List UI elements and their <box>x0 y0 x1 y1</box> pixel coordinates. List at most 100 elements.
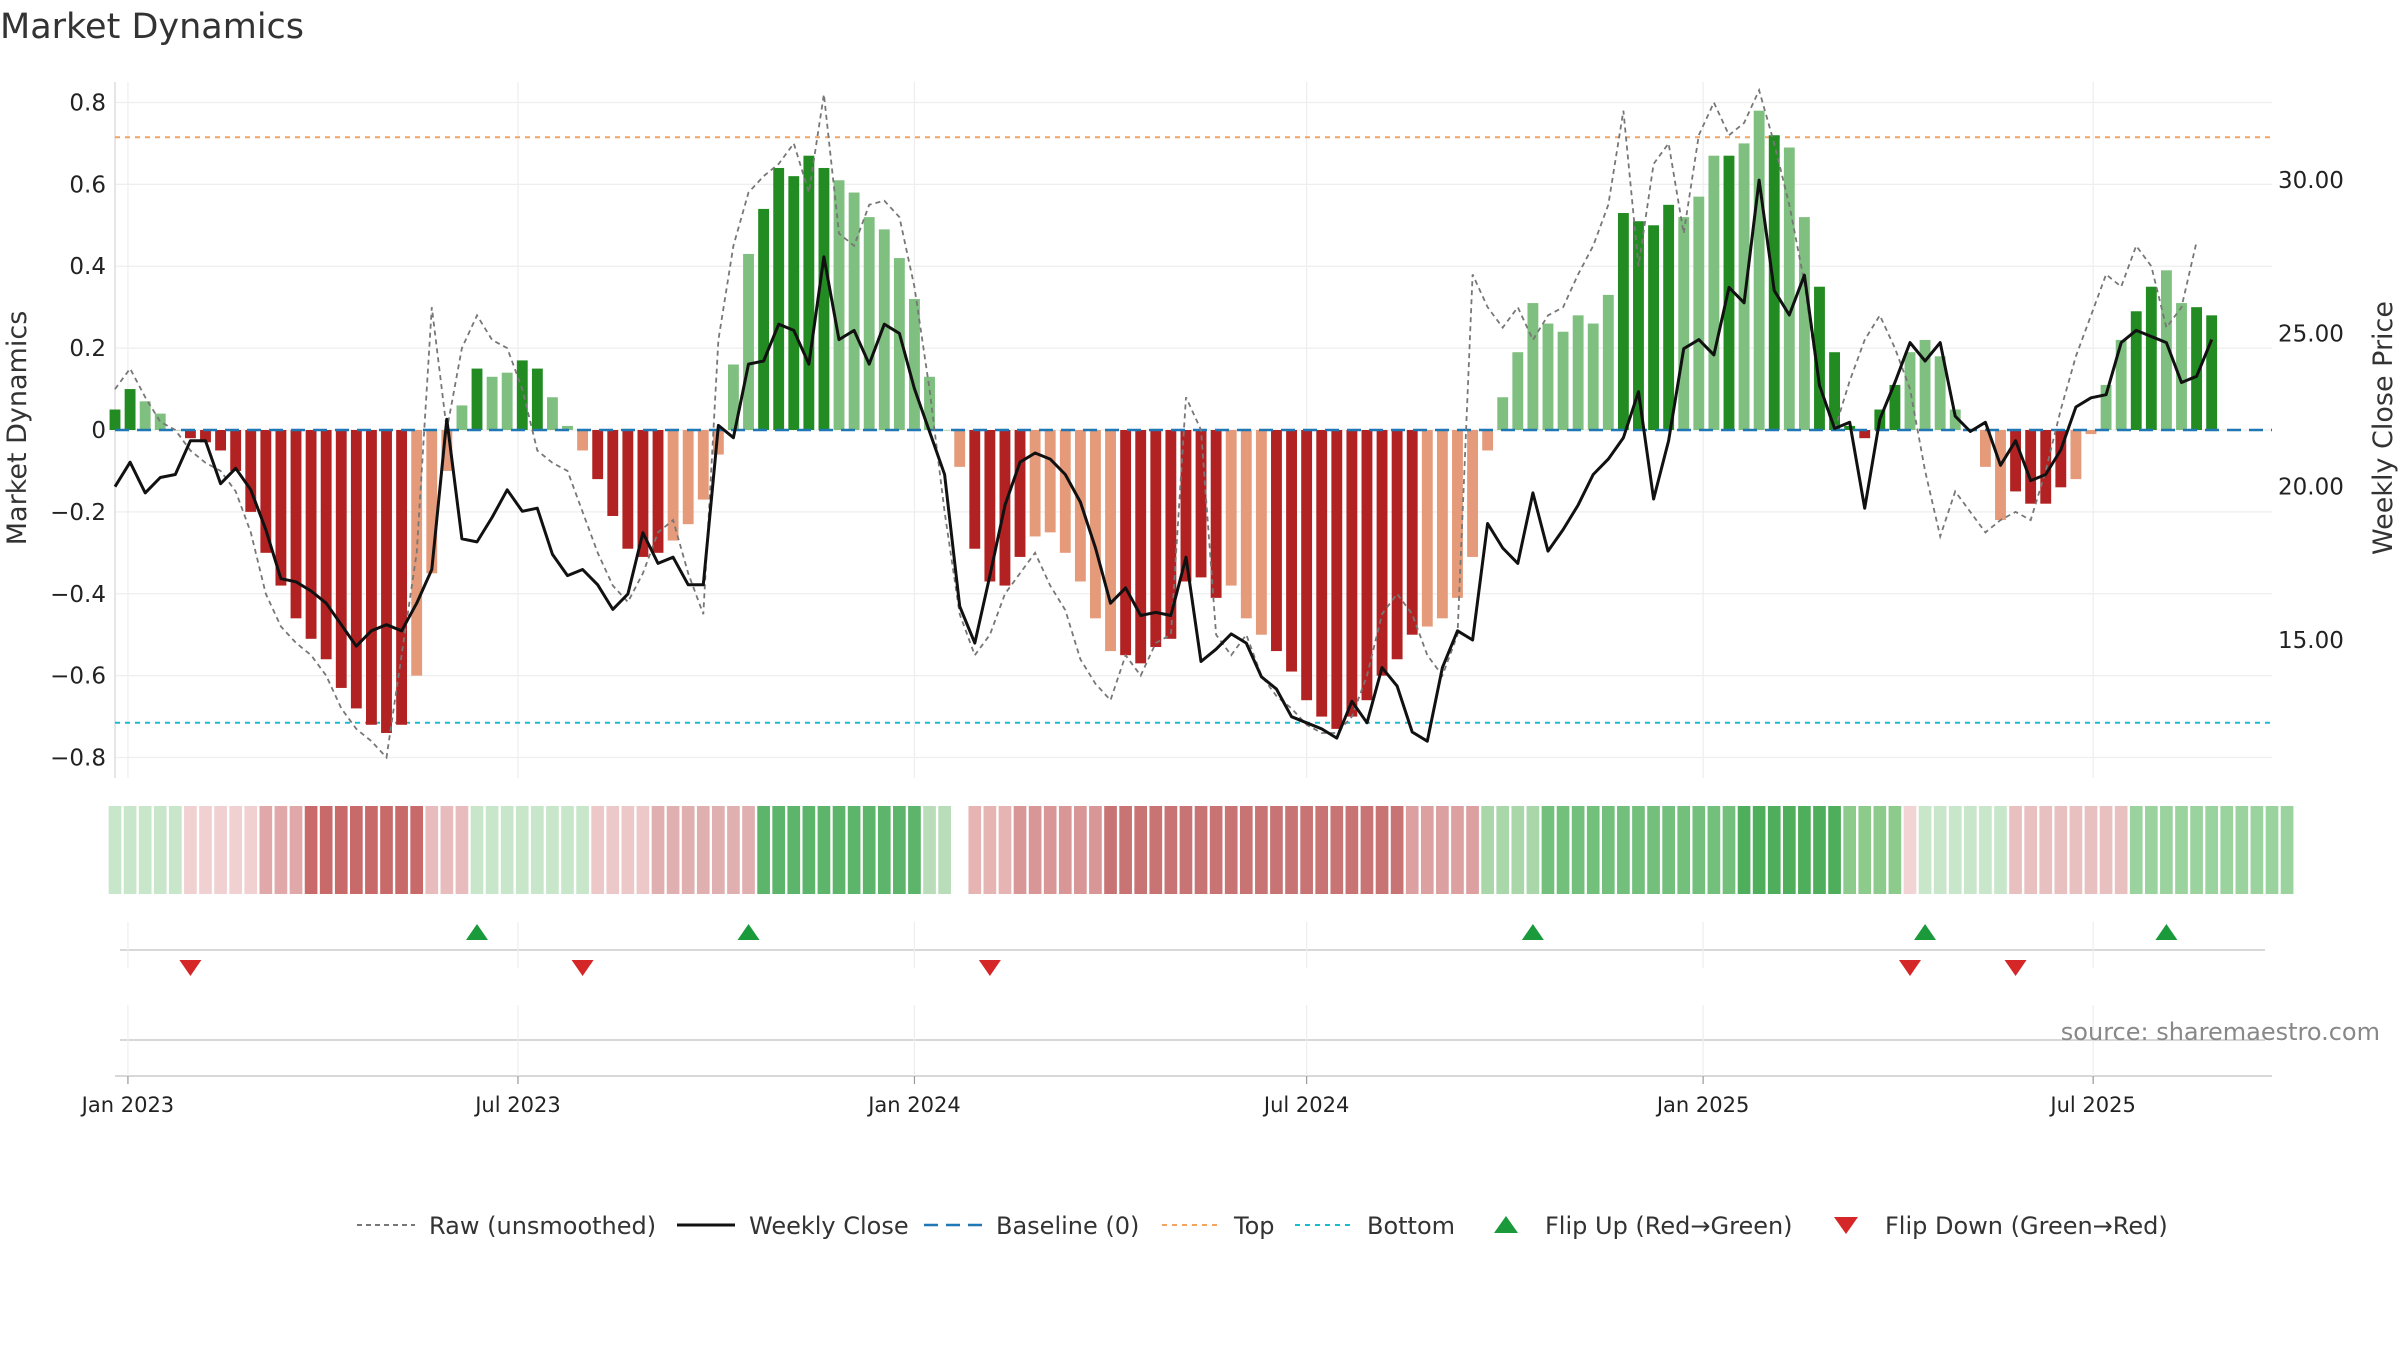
dynamics-bar <box>1316 430 1328 717</box>
dynamics-bar <box>773 167 785 431</box>
dynamics-bar <box>863 217 875 430</box>
dynamics-bar <box>1708 155 1720 430</box>
dynamics-bar <box>577 430 589 451</box>
regime-cell <box>319 806 333 894</box>
dynamics-bar <box>1059 430 1071 553</box>
dynamics-bar <box>622 430 634 549</box>
dynamics-bar <box>1934 356 1946 430</box>
regime-cell <box>1405 806 1419 894</box>
regime-cell <box>1496 806 1510 894</box>
legend-label-raw: Raw (unsmoothed) <box>429 1212 656 1240</box>
regime-cell <box>1164 806 1178 894</box>
regime-cell <box>1194 806 1208 894</box>
dynamics-bar <box>1572 315 1584 430</box>
flip-down-marker <box>2004 960 2027 976</box>
regime-cell <box>1300 806 1313 894</box>
dynamics-bar <box>939 430 951 431</box>
dynamics-bar <box>1376 430 1388 676</box>
regime-cell <box>515 806 529 894</box>
dynamics-bar <box>1029 430 1041 537</box>
right-axis-ticks: 30.00 25.00 20.00 15.00 <box>2278 168 2344 654</box>
dynamics-bar <box>969 430 981 549</box>
dynamics-bar <box>1919 339 1931 430</box>
dynamics-bar <box>1165 430 1177 639</box>
regime-cell <box>274 806 288 894</box>
raw-unsmoothed-series <box>114 87 2198 760</box>
dynamics-bar <box>1633 221 1644 430</box>
dynamics-bar <box>2115 339 2127 430</box>
dynamics-bar <box>1331 430 1343 729</box>
regime-cell <box>1239 806 1253 894</box>
dynamics-bar <box>1105 430 1116 652</box>
regime-cell <box>2099 806 2113 894</box>
right-tick-label: 15.00 <box>2278 628 2344 654</box>
regime-cell <box>289 806 303 894</box>
regime-cell <box>1089 806 1102 894</box>
dynamics-bar <box>758 208 770 430</box>
dynamics-bar <box>531 368 543 430</box>
regime-cell <box>1586 806 1600 894</box>
close-line <box>113 178 2214 743</box>
legend-label-baseline: Baseline (0) <box>996 1212 1139 1240</box>
dynamics-bar <box>335 430 347 688</box>
regime-cell <box>2205 806 2218 894</box>
regime-cell <box>1843 806 1856 894</box>
dynamics-bar <box>1482 430 1494 451</box>
regime-cell <box>259 806 273 894</box>
dynamics-bar <box>712 430 724 455</box>
regime-cell <box>1933 806 1947 894</box>
x-tick-label: Jul 2025 <box>2048 1093 2135 1117</box>
regime-cell <box>440 806 454 894</box>
regime-cell <box>1526 806 1540 894</box>
regime-cell <box>334 806 348 894</box>
dynamics-bar <box>1090 430 1101 619</box>
regime-cell <box>862 806 876 894</box>
regime-cell <box>893 806 906 894</box>
regime-cell <box>184 806 197 894</box>
regime-cell <box>2069 806 2083 894</box>
dynamics-bar <box>1587 323 1599 430</box>
dynamics-bar <box>1421 430 1433 627</box>
regime-cell <box>1224 806 1238 894</box>
regime-cell <box>561 806 574 894</box>
regime-cell <box>1782 806 1796 894</box>
dynamics-bar <box>396 430 408 725</box>
dynamics-bar <box>607 430 619 516</box>
legend: Raw (unsmoothed) Weekly Close Baseline (0)… <box>357 1212 2168 1240</box>
dynamics-bar <box>1542 323 1554 430</box>
regime-cell <box>1270 806 1283 894</box>
dynamics-bar <box>245 430 257 512</box>
regime-cell <box>787 806 801 894</box>
dynamics-bar <box>1467 430 1478 557</box>
regime-cell <box>1255 806 1268 894</box>
regime-cell <box>1028 806 1042 894</box>
dynamics-bar <box>366 430 377 725</box>
regime-cell <box>123 806 137 894</box>
dynamics-bar <box>1949 409 1961 430</box>
dynamics-bar <box>954 430 966 467</box>
dynamics-bar <box>1859 430 1871 439</box>
regime-cell <box>1451 806 1464 894</box>
regime-cell <box>214 806 227 894</box>
dynamics-bar <box>1753 110 1765 430</box>
left-tick-label: −0.6 <box>50 664 106 690</box>
regime-cell <box>1556 806 1570 894</box>
dynamics-bar <box>1512 352 1524 430</box>
flip-up-marker <box>2155 924 2178 940</box>
dynamics-bar <box>1617 213 1629 430</box>
regime-cell <box>304 806 318 894</box>
regime-cell <box>199 806 212 894</box>
regime-cell <box>908 806 921 894</box>
flip-markers-panel <box>120 922 2265 976</box>
x-tick-label: Jul 2024 <box>1262 1093 1349 1117</box>
weekly-close-series <box>113 178 2214 743</box>
regime-cell <box>681 806 695 894</box>
regime-cell <box>1873 806 1887 894</box>
dynamics-bar <box>803 155 815 430</box>
left-tick-label: 0.2 <box>69 336 106 362</box>
right-tick-label: 20.00 <box>2278 475 2344 501</box>
dynamics-bar <box>547 397 558 430</box>
dynamics-bar <box>2191 307 2203 430</box>
dynamics-bar <box>1150 430 1162 647</box>
